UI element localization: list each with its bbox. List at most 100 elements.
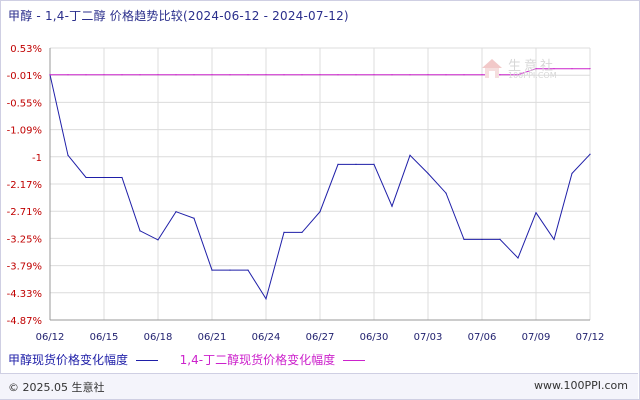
data-point-methanol: [337, 163, 339, 165]
legend-item-methanol: 甲醇现货价格变化幅度: [8, 351, 158, 368]
chart-date-range: (2024-06-12 - 2024-07-12): [183, 9, 349, 23]
data-point-bdo: [589, 68, 591, 70]
data-point-bdo: [463, 74, 465, 76]
y-tick-label: -4.87%: [7, 316, 42, 327]
chart-title: 甲醇 - 1,4-丁二醇 价格趋势比较(2024-06-12 - 2024-07…: [8, 7, 349, 24]
data-point-methanol: [103, 176, 105, 179]
legend-swatch-bdo: [342, 360, 365, 361]
watermark-brand: 生意社: [508, 59, 557, 74]
y-tick-label: -1.09%: [7, 126, 42, 137]
footer-copyright: © 2025.05 生意社: [8, 381, 105, 394]
house-logo-icon: [482, 59, 502, 78]
legend-item-bdo: 1,4-丁二醇现货价格变化幅度: [180, 351, 365, 368]
data-point-methanol: [67, 154, 69, 156]
tick-labels: 0.53% -0.01% -0.55% -1.09% -1 -2.17% -2.71% -3.…: [7, 44, 605, 343]
data-point-bdo: [391, 74, 393, 76]
data-point-bdo: [427, 74, 429, 76]
x-tick-label: 06/27: [306, 332, 335, 343]
x-tick-label: 06/30: [360, 332, 389, 343]
data-point-methanol: [301, 231, 303, 233]
data-point-bdo: [553, 68, 555, 70]
data-point-bdo: [571, 68, 573, 70]
data-point-bdo: [85, 74, 87, 76]
data-point-methanol: [193, 217, 195, 219]
data-point-methanol: [427, 172, 429, 175]
data-point-bdo: [193, 74, 195, 76]
data-point-methanol: [283, 231, 285, 233]
data-point-methanol: [589, 153, 591, 155]
y-tick-label: -0.55%: [7, 98, 42, 109]
data-point-bdo: [499, 74, 501, 76]
data-point-bdo: [103, 74, 105, 76]
data-point-methanol: [265, 298, 267, 300]
x-tick-label: 06/12: [36, 332, 65, 343]
chart-title-text: 甲醇 - 1,4-丁二醇 价格趋势比较: [8, 9, 183, 23]
data-point-methanol: [409, 154, 411, 156]
data-point-bdo: [319, 74, 321, 76]
data-point-bdo: [481, 74, 483, 76]
y-tick-label: 0.53%: [10, 44, 42, 55]
y-tick-label: -4.33%: [7, 289, 42, 300]
chart-legend: 甲醇现货价格变化幅度 1,4-丁二醇现货价格变化幅度: [8, 351, 383, 368]
data-point-bdo: [265, 74, 267, 76]
data-point-bdo: [121, 74, 123, 76]
x-tick-label: 06/18: [144, 332, 173, 343]
data-point-methanol: [553, 238, 555, 241]
x-tick-label: 06/24: [252, 332, 281, 343]
data-point-methanol: [211, 269, 213, 271]
data-point-bdo: [157, 74, 159, 76]
data-point-methanol: [121, 176, 123, 179]
data-point-bdo: [175, 74, 177, 76]
y-tick-label: -3.79%: [7, 262, 42, 273]
data-point-methanol: [517, 257, 519, 259]
grid-lines: [49, 47, 591, 321]
data-point-bdo: [67, 74, 69, 76]
y-tick-label: -3.25%: [7, 234, 42, 245]
data-point-methanol: [157, 239, 159, 241]
data-point-bdo: [373, 74, 375, 76]
data-point-methanol: [499, 238, 501, 241]
data-point-methanol: [85, 176, 87, 179]
data-point-methanol: [229, 269, 231, 271]
data-point-methanol: [463, 238, 465, 241]
x-tick-label: 07/03: [414, 332, 443, 343]
legend-swatch-methanol: [135, 360, 158, 361]
x-tick-label: 06/15: [90, 332, 119, 343]
data-point-methanol: [139, 230, 141, 232]
data-point-methanol: [571, 172, 573, 175]
x-tick-label: 07/09: [522, 332, 551, 343]
x-tick-label: 07/12: [576, 332, 605, 343]
watermark-url: 100PPI.COM: [508, 71, 557, 80]
watermark-logo: 生意社 100PPI.COM: [478, 54, 578, 88]
data-point-bdo: [301, 74, 303, 76]
y-tick-label: -2.71%: [7, 207, 42, 218]
series-lines: [49, 68, 591, 301]
data-point-bdo: [49, 74, 51, 76]
data-point-bdo: [409, 74, 411, 76]
footer-bar: © 2025.05 生意社 www.100PPI.com: [0, 373, 638, 399]
footer-website[interactable]: www.100PPI.com: [534, 379, 628, 392]
legend-label-methanol: 甲醇现货价格变化幅度: [8, 353, 129, 367]
data-point-methanol: [391, 205, 393, 207]
x-tick-label: 06/21: [198, 332, 227, 343]
data-point-methanol: [319, 211, 321, 213]
y-tick-label: -0.01%: [7, 71, 42, 82]
x-tick-label: 07/06: [468, 332, 497, 343]
data-point-bdo: [445, 74, 447, 76]
data-point-bdo: [535, 68, 537, 70]
data-point-methanol: [481, 238, 483, 241]
data-point-bdo: [283, 74, 285, 76]
y-tick-label: -1: [32, 153, 42, 164]
data-point-bdo: [337, 74, 339, 76]
data-point-methanol: [445, 192, 447, 194]
data-point-methanol: [175, 211, 177, 213]
data-point-methanol: [355, 163, 357, 165]
data-point-bdo: [355, 74, 357, 76]
data-point-bdo: [211, 74, 213, 76]
legend-label-bdo: 1,4-丁二醇现货价格变化幅度: [179, 353, 336, 367]
data-point-methanol: [247, 269, 249, 271]
axes: [49, 48, 590, 321]
data-point-methanol: [373, 163, 375, 165]
data-point-bdo: [139, 74, 141, 76]
